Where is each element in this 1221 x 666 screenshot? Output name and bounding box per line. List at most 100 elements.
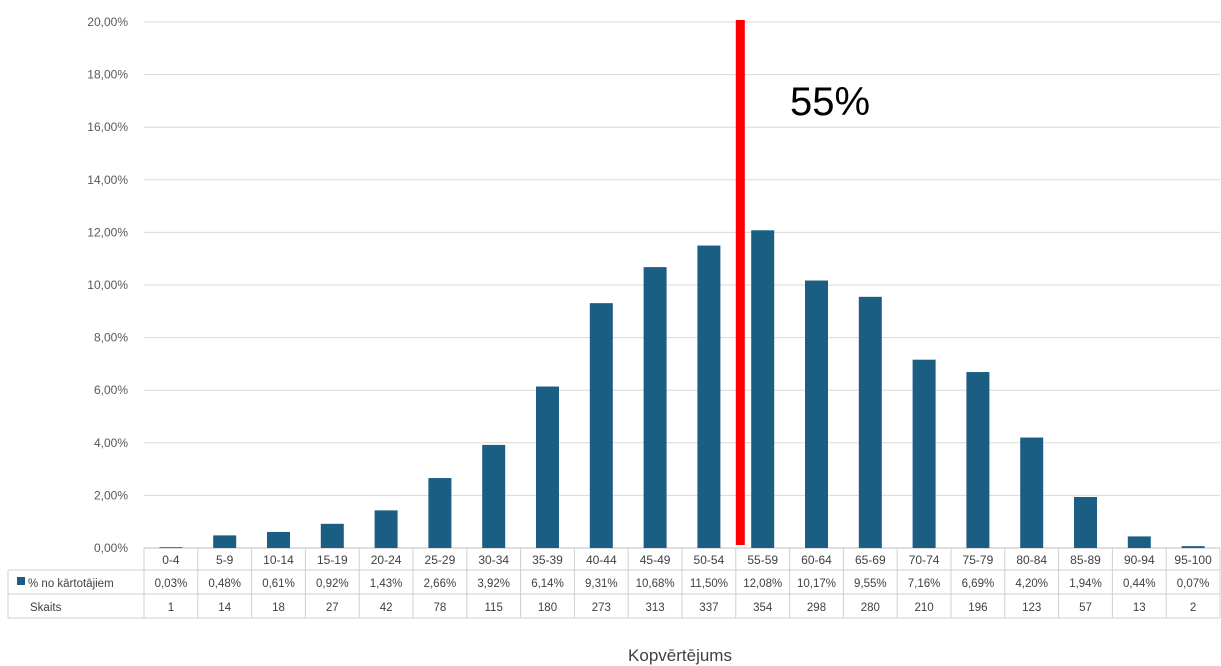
percent-cell: 0,48%: [208, 578, 241, 590]
bar: [267, 531, 290, 548]
bar: [213, 535, 237, 548]
category-label: 35-39: [532, 553, 563, 567]
count-cell: 14: [218, 602, 231, 614]
y-tick-label: 18,00%: [87, 68, 128, 82]
percent-cell: 2,66%: [424, 578, 457, 590]
percent-cell: 7,16%: [908, 578, 941, 590]
category-label: 30-34: [478, 553, 509, 567]
bar: [374, 510, 398, 548]
bar: [159, 547, 183, 549]
bar: [643, 267, 667, 548]
table-row-percent: % no kārtotājiem 0,03% 0,48% 0,61% 0,92% 1,4…: [17, 577, 1209, 590]
percent-cell: 9,55%: [854, 578, 887, 590]
y-axis-ticks: 0,00% 2,00% 4,00% 6,00% 8,00% 10,00% 12,00% 14,…: [87, 15, 128, 555]
count-cell: 180: [538, 602, 557, 614]
bar: [1020, 437, 1044, 548]
category-label: 20-24: [371, 553, 402, 567]
count-cell: 196: [968, 602, 987, 614]
count-cell: 13: [1133, 602, 1146, 614]
percent-cell: 3,92%: [477, 578, 510, 590]
percent-cell: 0,07%: [1177, 578, 1210, 590]
count-cell: 123: [1022, 602, 1041, 614]
bar: [589, 303, 613, 548]
category-label: 90-94: [1124, 553, 1155, 567]
y-tick-label: 6,00%: [94, 383, 128, 397]
count-cell: 337: [699, 602, 718, 614]
y-tick-label: 4,00%: [94, 436, 128, 450]
row-label-count: Skaits: [30, 602, 62, 614]
bar: [428, 478, 452, 548]
category-label: 25-29: [425, 553, 456, 567]
count-cell: 18: [272, 602, 285, 614]
percent-cell: 11,50%: [690, 578, 728, 590]
category-label: 75-79: [963, 553, 994, 567]
count-cell: 354: [753, 602, 773, 614]
marker-label: 55%: [790, 80, 870, 124]
bar: [805, 280, 828, 548]
category-label: 65-69: [855, 553, 886, 567]
y-tick-label: 0,00%: [94, 541, 128, 555]
bar: [697, 245, 721, 549]
percent-cell: 0,61%: [262, 578, 295, 590]
category-label: 95-100: [1174, 553, 1212, 567]
y-tick-label: 20,00%: [87, 15, 128, 29]
count-cell: 78: [434, 602, 447, 614]
gridlines: [144, 21, 1220, 549]
bar: [536, 386, 559, 548]
count-cell: 115: [485, 602, 503, 614]
table-row-count: Skaits 1 14 18 27 42 78 115 180 273 313 337 354 298 2…: [30, 602, 1196, 614]
count-cell: 1: [168, 602, 174, 614]
percent-cell: 10,17%: [797, 578, 836, 590]
category-labels: 0-4 5-9 10-14 15-19 20-24 25-29 30-34 35-39 40-4…: [162, 553, 1212, 567]
bar: [751, 230, 775, 548]
percent-cell: 0,92%: [316, 578, 349, 590]
percent-cell: 10,68%: [636, 578, 675, 590]
count-cell: 57: [1079, 602, 1092, 614]
legend-key: [17, 577, 25, 585]
percent-cell: 12,08%: [743, 578, 782, 590]
y-tick-label: 12,00%: [87, 225, 128, 239]
count-cell: 280: [861, 602, 880, 614]
count-cell: 42: [380, 602, 393, 614]
category-label: 80-84: [1016, 553, 1047, 567]
bar: [1127, 536, 1151, 548]
category-label: 0-4: [162, 553, 180, 567]
bar: [482, 444, 506, 548]
percent-cell: 0,03%: [155, 578, 188, 590]
category-label: 5-9: [216, 553, 234, 567]
category-label: 45-49: [640, 553, 671, 567]
category-label: 55-59: [747, 553, 778, 567]
percent-cell: 9,31%: [585, 578, 618, 590]
count-cell: 313: [646, 602, 665, 614]
category-label: 10-14: [263, 553, 294, 567]
y-tick-label: 8,00%: [94, 331, 128, 345]
category-label: 50-54: [694, 553, 725, 567]
category-label: 70-74: [909, 553, 940, 567]
bars: [159, 230, 1205, 549]
count-cell: 2: [1190, 602, 1196, 614]
table-grid: [7, 548, 1221, 619]
y-tick-label: 2,00%: [94, 488, 128, 502]
y-tick-label: 16,00%: [87, 120, 128, 134]
y-tick-label: 14,00%: [87, 173, 128, 187]
category-label: 15-19: [317, 553, 348, 567]
bar: [1074, 496, 1097, 548]
percent-cell: 1,43%: [370, 578, 403, 590]
count-cell: 298: [807, 602, 826, 614]
category-label: 60-64: [801, 553, 832, 567]
bar: [320, 523, 344, 548]
percent-cell: 0,44%: [1123, 578, 1156, 590]
category-label: 40-44: [586, 553, 617, 567]
y-tick-label: 10,00%: [87, 278, 128, 292]
bar: [912, 359, 936, 548]
percent-cell: 1,94%: [1069, 578, 1102, 590]
data-table: 0-4 5-9 10-14 15-19 20-24 25-29 30-34 35-39 40-4…: [7, 548, 1221, 619]
count-cell: 27: [326, 602, 339, 614]
row-label-percent: % no kārtotājiem: [28, 578, 114, 590]
bar: [966, 372, 990, 548]
marker-line: [735, 20, 745, 545]
percent-cell: 6,14%: [531, 578, 564, 590]
percent-cell: 4,20%: [1015, 578, 1048, 590]
category-label: 85-89: [1070, 553, 1101, 567]
count-cell: 273: [592, 602, 611, 614]
